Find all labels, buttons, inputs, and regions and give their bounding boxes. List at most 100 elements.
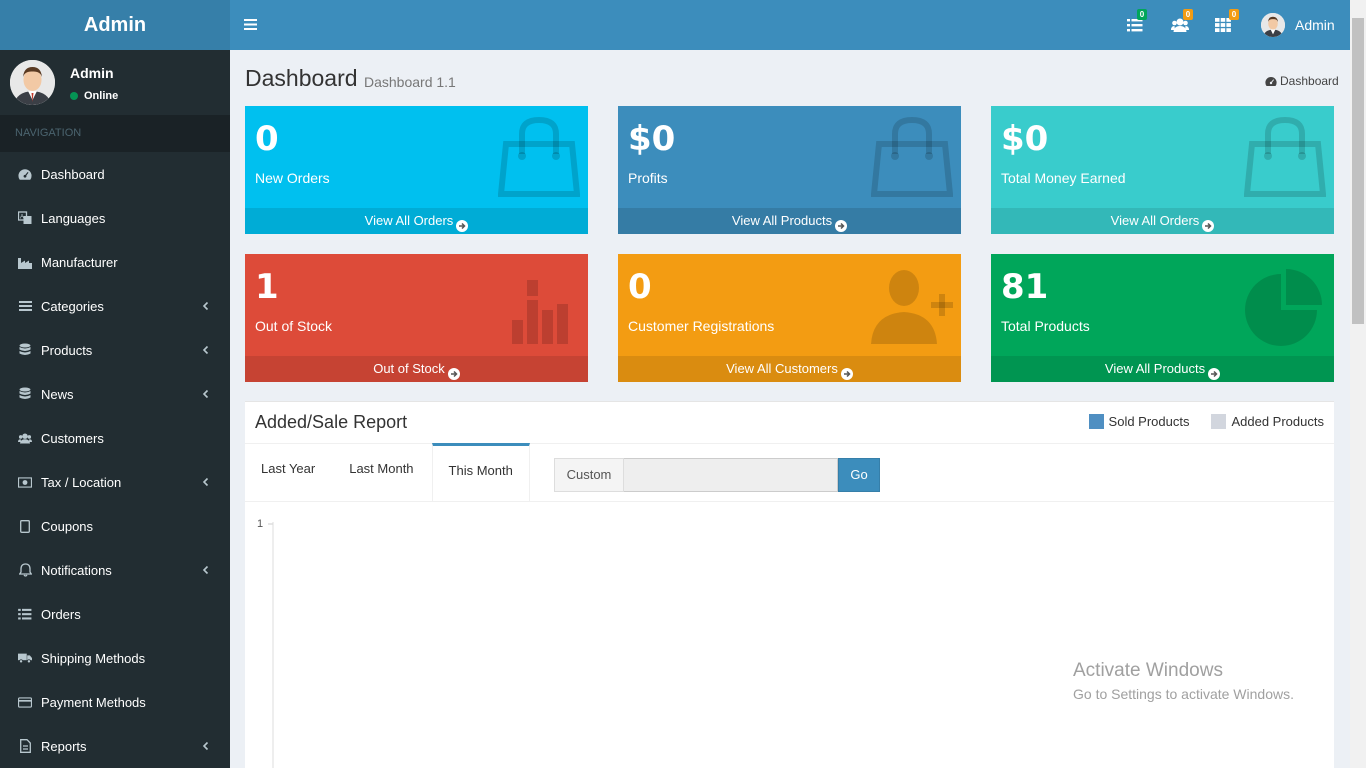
money-icon — [18, 475, 32, 489]
customers-menu-button[interactable]: 0 — [1171, 9, 1193, 37]
chevron-left-icon — [200, 344, 212, 356]
arrow-circle-right-icon — [1208, 363, 1221, 380]
legend-label-added: Added Products — [1231, 414, 1324, 429]
info-box-link-label: View All Products — [1104, 361, 1206, 376]
go-button[interactable]: Go — [838, 458, 880, 492]
sidebar-item-label: Orders — [41, 606, 81, 622]
bar-chart-icon — [498, 264, 580, 346]
svg-text:A: A — [20, 215, 24, 221]
info-box-value: 0 — [255, 119, 279, 159]
th-icon — [1215, 18, 1231, 37]
info-box-link-label: View All Orders — [1110, 213, 1200, 228]
list-icon — [1127, 19, 1143, 37]
top-user-avatar[interactable] — [1261, 13, 1285, 37]
info-box-label: Total Products — [1001, 318, 1090, 334]
y-tick-label: 1 — [257, 518, 263, 530]
sidebar-item-tax-location[interactable]: Tax / Location — [0, 460, 230, 504]
info-box-link[interactable]: View All Products — [618, 208, 961, 234]
industry-icon — [18, 255, 32, 269]
info-box-label: Out of Stock — [255, 318, 333, 334]
sidebar-item-manufacturer[interactable]: Manufacturer — [0, 240, 230, 284]
language-icon: A — [18, 211, 32, 225]
shopping-bag-icon — [497, 116, 581, 198]
sidebar-item-label: Coupons — [41, 518, 94, 534]
sidebar-item-label: News — [41, 386, 74, 402]
info-box-link[interactable]: View All Orders — [245, 208, 588, 234]
sidebar-item-payment-methods[interactable]: Payment Methods — [0, 680, 230, 724]
info-box-value: $0 — [1001, 119, 1049, 159]
sidebar-item-label: Categories — [41, 298, 104, 314]
sidebar-item-label: Manufacturer — [41, 254, 118, 270]
report-chart: 1 — [245, 502, 1334, 768]
info-box-profits: $0 Profits View All Products — [618, 106, 961, 234]
arrow-circle-right-icon — [840, 363, 853, 380]
chevron-left-icon — [200, 740, 212, 752]
scrollbar-thumb[interactable] — [1352, 18, 1364, 324]
sidebar-item-label: Customers — [41, 430, 104, 446]
breadcrumb[interactable]: Dashboard — [1265, 74, 1339, 88]
report-title: Added/Sale Report — [255, 412, 408, 432]
chevron-left-icon — [200, 564, 212, 576]
sidebar-item-reports[interactable]: Reports — [0, 724, 230, 768]
info-box-total-products: 81 Total Products View All Products — [991, 254, 1334, 382]
sidebar-toggle-icon[interactable] — [244, 18, 258, 36]
info-box-customer-registrations: 0 Customer Registrations View All Customer… — [618, 254, 961, 382]
sidebar-item-categories[interactable]: Categories — [0, 284, 230, 328]
sidebar-item-label: Notifications — [41, 562, 112, 578]
sidebar-item-notifications[interactable]: Notifications — [0, 548, 230, 592]
arrow-circle-right-icon — [1202, 215, 1215, 232]
pie-chart-icon — [1244, 264, 1326, 346]
sidebar-item-languages[interactable]: A Languages — [0, 196, 230, 240]
info-box-link[interactable]: View All Orders — [991, 208, 1334, 234]
info-box-link-label: View All Customers — [726, 361, 838, 376]
panel-divider — [245, 443, 1334, 444]
legend-item-added: Added Products — [1211, 414, 1324, 429]
breadcrumb-label: Dashboard — [1280, 74, 1339, 88]
customers-badge: 0 — [1183, 9, 1193, 20]
orders-menu-button[interactable]: 0 — [1127, 9, 1149, 37]
info-box-link[interactable]: View All Customers — [618, 356, 961, 382]
file-icon — [18, 739, 32, 753]
tab-last-year[interactable]: Last Year — [261, 461, 316, 476]
sidebar-item-coupons[interactable]: Coupons — [0, 504, 230, 548]
shopping-bag-icon — [870, 116, 954, 198]
sidebar: Admin Admin Online NAVIGATION Dashboard A… — [0, 0, 230, 768]
sidebar-item-label: Shipping Methods — [41, 650, 146, 666]
info-box-value: 1 — [255, 267, 279, 307]
custom-range-input[interactable] — [624, 458, 838, 492]
sidebar-item-customers[interactable]: Customers — [0, 416, 230, 460]
sidebar-item-news[interactable]: News — [0, 372, 230, 416]
tab-this-month[interactable]: This Month — [431, 443, 530, 501]
sidebar-item-orders[interactable]: Orders — [0, 592, 230, 636]
top-user-name[interactable]: Admin — [1295, 17, 1335, 33]
info-box-new-orders: 0 New Orders View All Orders — [245, 106, 588, 234]
info-box-link[interactable]: View All Products — [991, 356, 1334, 382]
info-box-link-label: Out of Stock — [373, 361, 445, 376]
arrow-circle-right-icon — [456, 215, 469, 232]
products-menu-button[interactable]: 0 — [1215, 9, 1239, 37]
sidebar-item-products[interactable]: Products — [0, 328, 230, 372]
page-scrollbar[interactable] — [1350, 0, 1366, 768]
database-icon — [18, 387, 32, 401]
activation-watermark-text: Go to Settings to activate Windows. — [1073, 686, 1294, 702]
tab-last-month[interactable]: Last Month — [349, 461, 414, 476]
sidebar-item-label: Tax / Location — [41, 474, 122, 490]
user-plus-icon — [871, 264, 953, 346]
info-box-label: New Orders — [255, 170, 330, 186]
report-chart-svg: 1 — [257, 518, 274, 768]
user-status-label: Online — [84, 90, 119, 102]
sidebar-item-label: Dashboard — [41, 166, 105, 182]
info-box-link[interactable]: Out of Stock — [245, 356, 588, 382]
users-icon — [18, 431, 32, 445]
app-logo[interactable]: Admin — [0, 0, 230, 50]
avatar — [10, 60, 55, 105]
sidebar-item-dashboard[interactable]: Dashboard — [0, 152, 230, 196]
bars-icon — [18, 299, 32, 313]
sidebar-item-label: Reports — [41, 738, 87, 754]
info-box-value: 0 — [628, 267, 652, 307]
report-legend: Sold Products Added Products — [1067, 414, 1324, 429]
users-icon — [1171, 18, 1189, 37]
tabs-divider — [245, 501, 1334, 502]
legend-swatch-sold — [1088, 414, 1104, 429]
sidebar-item-shipping-methods[interactable]: Shipping Methods — [0, 636, 230, 680]
